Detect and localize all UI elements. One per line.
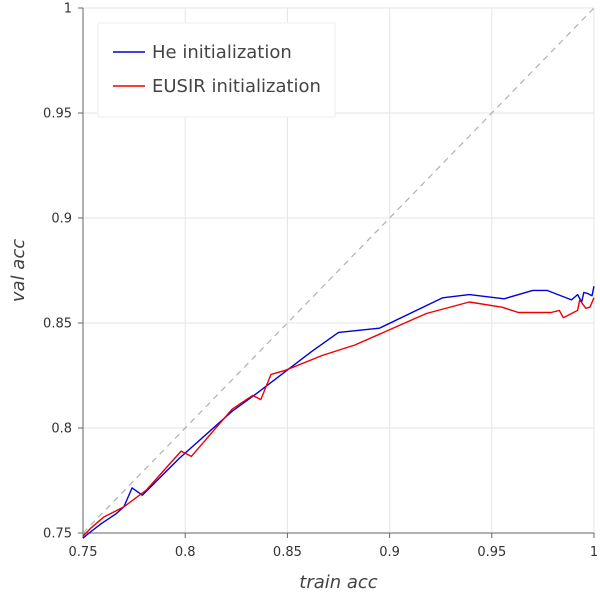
x-tick-label: 0.9	[379, 545, 400, 560]
series-group	[82, 286, 595, 539]
y-tick-label: 0.85	[43, 317, 72, 332]
y-tick-label: 0.9	[51, 212, 72, 227]
y-axis-title: val acc	[8, 239, 29, 302]
legend-box	[97, 22, 336, 118]
y-tick-label: 0.75	[43, 527, 72, 542]
y-tick-label: 0.95	[43, 107, 72, 122]
x-tick-label: 0.85	[273, 545, 302, 560]
x-tick-label: 0.75	[69, 545, 98, 560]
y-axis: 0.75 0.8 0.85 0.9 0.95 1	[43, 2, 84, 542]
legend-label-eusir: EUSIR initialization	[152, 76, 321, 97]
y-tick-label: 0.8	[51, 422, 72, 437]
x-axis-title: train acc	[299, 572, 378, 593]
series-line-eusir	[82, 297, 595, 537]
y-tick-label: 1	[64, 2, 72, 17]
x-tick-label: 1	[590, 545, 598, 560]
legend: He initialization EUSIR initialization	[97, 22, 336, 118]
x-tick-label: 0.8	[175, 545, 196, 560]
x-tick-label: 0.95	[477, 545, 506, 560]
legend-label-he: He initialization	[152, 42, 292, 63]
x-axis: 0.75 0.8 0.85 0.9 0.95 1	[69, 532, 598, 560]
diagonal-reference-line	[82, 7, 595, 534]
